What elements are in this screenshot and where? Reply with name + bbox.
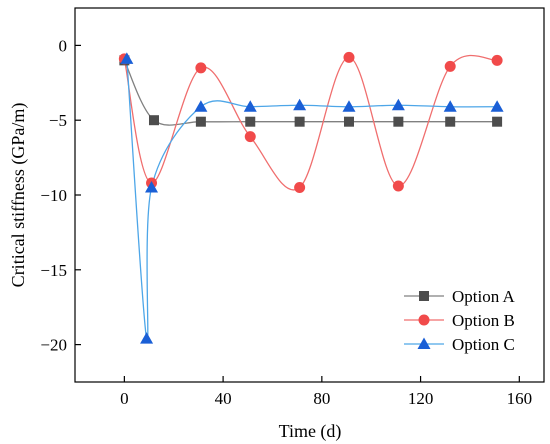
- option-a-point: [148, 115, 159, 126]
- x-axis-title: Time (d): [279, 421, 342, 442]
- option-a-point: [393, 116, 404, 127]
- option-a-point: [245, 116, 256, 127]
- option-a-point: [492, 116, 503, 127]
- option-c-point: [243, 100, 257, 112]
- option-b-point: [244, 131, 256, 143]
- option-b-point: [444, 60, 456, 72]
- y-axis-title: Critical stiffness (GPa/m): [8, 103, 29, 288]
- option-c-point: [391, 98, 405, 111]
- option-b-point: [294, 182, 306, 194]
- legend-label-option-c: Option C: [452, 335, 515, 354]
- option-b-point: [343, 51, 355, 63]
- legend-marker-option-a: [419, 291, 429, 301]
- option-c-point: [140, 332, 154, 344]
- option-a-point: [195, 116, 206, 127]
- legend: Option A Option B Option C: [404, 287, 516, 354]
- option-c-point: [293, 98, 307, 111]
- legend-marker-option-c: [417, 337, 431, 349]
- option-b-point: [392, 180, 404, 192]
- y-tick-label: 0: [59, 36, 68, 55]
- x-tick-label: 0: [120, 389, 129, 408]
- axis-ticks: 0 40 80 120 160 0 −5 −10 −15 −20: [40, 36, 532, 408]
- y-tick-label: −5: [49, 111, 67, 130]
- option-a-point: [294, 116, 305, 127]
- option-a-point: [445, 116, 456, 127]
- option-c-point: [194, 100, 208, 112]
- legend-label-option-a: Option A: [452, 287, 516, 306]
- y-tick-label: −20: [40, 336, 67, 355]
- x-tick-label: 160: [507, 389, 533, 408]
- y-tick-label: −10: [40, 186, 67, 205]
- legend-marker-option-b: [418, 314, 430, 326]
- x-tick-label: 40: [215, 389, 232, 408]
- x-tick-label: 80: [313, 389, 330, 408]
- x-tick-label: 120: [408, 389, 434, 408]
- option-c-point: [120, 52, 134, 64]
- option-c-line: [126, 58, 498, 342]
- option-c-point: [145, 181, 159, 193]
- option-c-point: [443, 100, 457, 112]
- option-b-line: [123, 54, 498, 191]
- option-b-point: [195, 62, 207, 74]
- option-c-point: [342, 100, 356, 112]
- y-tick-label: −15: [40, 261, 67, 280]
- series-lines: [123, 54, 498, 342]
- series-markers: [118, 51, 504, 344]
- option-b-point: [491, 54, 503, 66]
- option-a-line: [123, 60, 498, 126]
- option-c-point: [490, 100, 504, 112]
- legend-label-option-b: Option B: [452, 311, 515, 330]
- option-a-point: [343, 116, 354, 127]
